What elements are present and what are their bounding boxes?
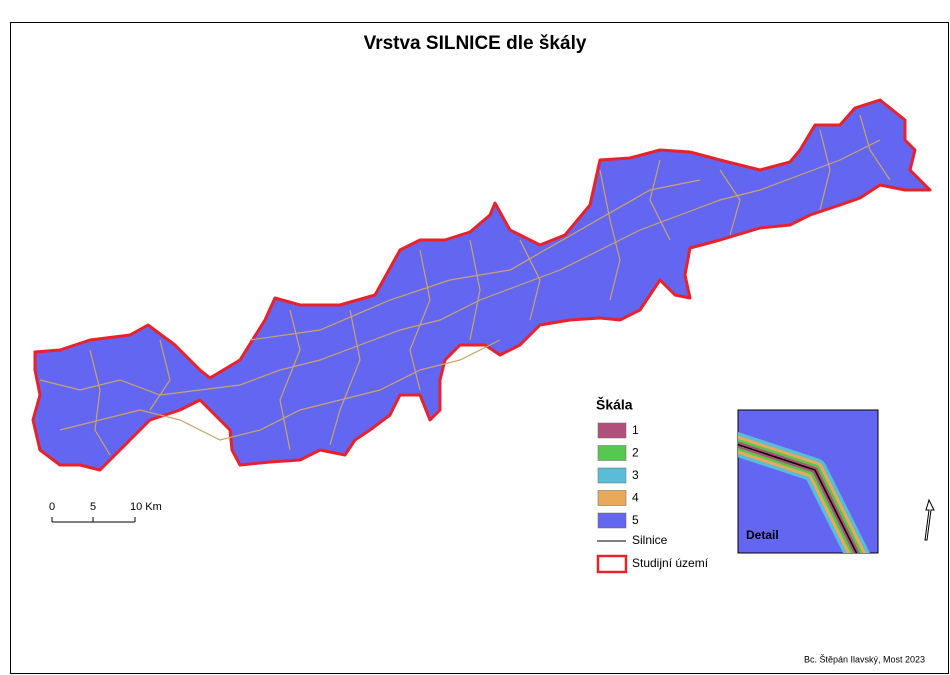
legend-label: Studijní území bbox=[632, 556, 709, 570]
north-arrow bbox=[924, 498, 935, 541]
legend-area-symbol bbox=[596, 554, 628, 574]
legend-swatch bbox=[597, 467, 627, 484]
legend-swatch bbox=[597, 445, 627, 461]
legend-label: 2 bbox=[632, 446, 639, 460]
legend: Škála Silnice Studijní území 1 2 3 4 5 bbox=[596, 396, 709, 574]
scale-label: 0 bbox=[49, 501, 55, 513]
roads bbox=[39, 114, 891, 456]
legend-swatch bbox=[597, 512, 627, 529]
scale-bar: 0 5 10 Km bbox=[49, 501, 162, 523]
legend-label: 1 bbox=[632, 423, 639, 437]
scale-label: 5 bbox=[90, 501, 96, 513]
legend-label: Silnice bbox=[632, 533, 668, 547]
inset-label: Detail bbox=[746, 528, 779, 542]
frame bbox=[10, 22, 949, 674]
inset-road bbox=[738, 432, 870, 553]
legend-swatch bbox=[597, 422, 627, 439]
legend-title: Škála bbox=[596, 396, 633, 413]
map-title: Vrstva SILNICE dle škály bbox=[364, 33, 587, 54]
detail-inset: Detail bbox=[737, 409, 879, 554]
legend-label: 5 bbox=[632, 513, 639, 527]
study-area bbox=[31, 98, 932, 472]
legend-label: 3 bbox=[632, 468, 639, 482]
legend-label: 4 bbox=[632, 491, 639, 505]
credit: Bc. Štěpán Ilavský, Most 2023 bbox=[804, 654, 925, 664]
scale-label: 10 Km bbox=[130, 501, 162, 513]
legend-swatch bbox=[597, 490, 627, 506]
